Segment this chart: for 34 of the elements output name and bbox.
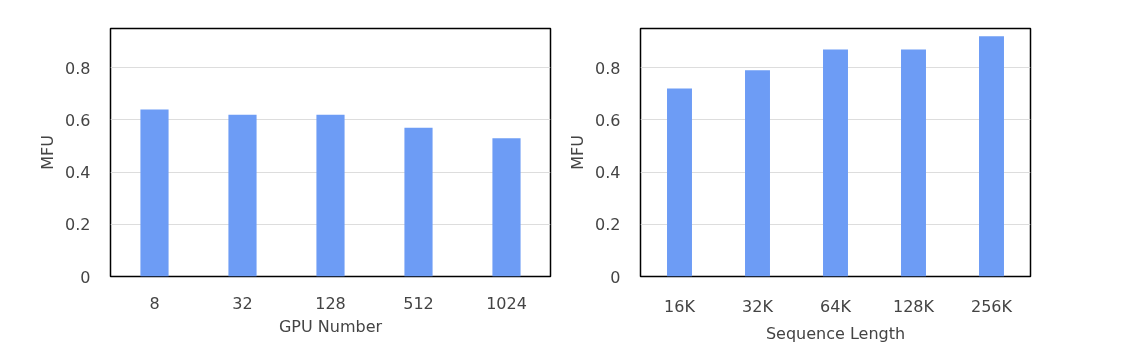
x-tick-label: 8 — [149, 293, 160, 313]
x-axis-title: GPU Number — [278, 316, 383, 336]
x-tick-label: 256K — [970, 296, 1013, 316]
y-tick-label: 0 — [80, 267, 91, 287]
y-tick-label: 0.8 — [65, 58, 91, 78]
y-axis-title: MFU — [38, 135, 58, 170]
bar — [492, 138, 521, 277]
bar — [901, 49, 926, 277]
y-tick-label: 0.4 — [595, 163, 621, 183]
bar — [667, 88, 692, 277]
x-tick-label: 128K — [892, 296, 935, 316]
y-tick-label: 0.2 — [595, 215, 621, 235]
y-tick-label: 0.6 — [595, 110, 621, 130]
y-axis-title: MFU — [568, 135, 588, 170]
bar — [316, 114, 345, 277]
bar — [745, 70, 770, 277]
x-tick-label: 128 — [315, 293, 346, 313]
y-tick-label: 0.2 — [65, 215, 91, 235]
x-tick-label: 32 — [232, 293, 253, 313]
bar — [404, 127, 433, 277]
x-tick-label: 64K — [820, 296, 852, 316]
x-tick-label: 1024 — [486, 293, 527, 313]
y-tick-label: 0 — [610, 267, 621, 287]
y-tick-label: 0.6 — [65, 110, 91, 130]
bar — [979, 36, 1004, 277]
x-tick-label: 512 — [403, 293, 434, 313]
x-tick-label: 32K — [742, 296, 774, 316]
y-tick-label: 0.8 — [595, 58, 621, 78]
bar — [228, 114, 257, 277]
x-axis-title: Sequence Length — [765, 323, 906, 343]
y-tick-label: 0.4 — [65, 163, 91, 183]
bar — [140, 109, 169, 277]
bar — [823, 49, 848, 277]
x-tick-label: 16K — [664, 296, 696, 316]
